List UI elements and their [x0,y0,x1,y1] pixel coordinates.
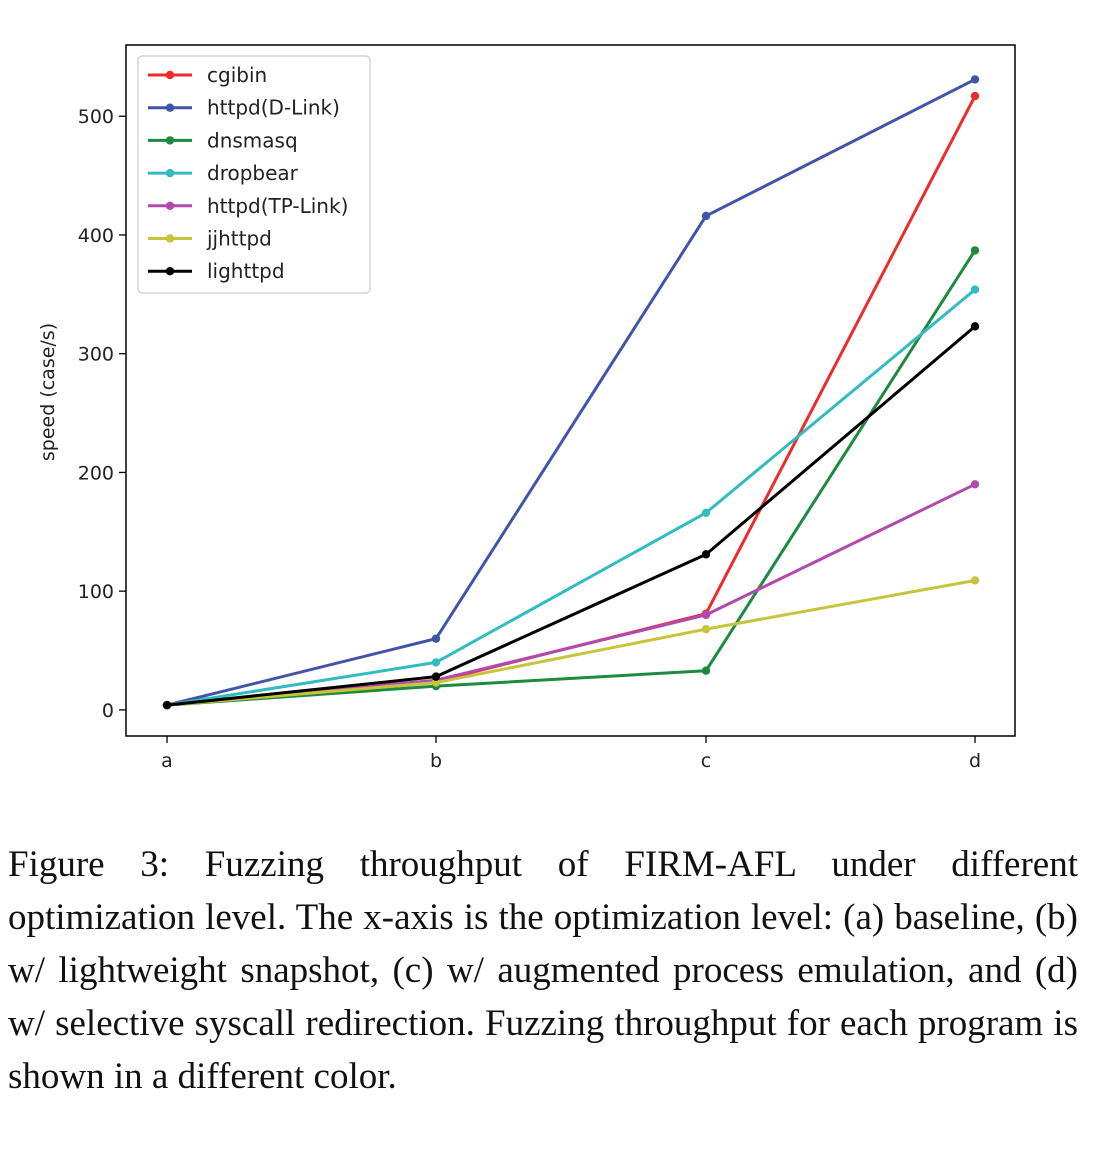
data-point [701,508,711,517]
data-point [431,672,441,681]
legend-label: lighttpd [207,259,285,283]
legend-label: cgibin [207,63,267,87]
series-line [166,578,976,707]
legend-entry: dnsmasq [148,128,298,152]
y-axis: 0 100 200 300 400 500 [78,106,126,722]
legend-entry: cgibin [148,63,267,87]
series-layer [162,75,980,710]
legend-swatch-marker [165,70,175,80]
data-point [431,634,441,643]
data-point [970,480,980,489]
y-axis-label: speed (case/s) [37,323,59,461]
y-tick-label: 0 [102,700,114,722]
data-point [162,700,172,710]
data-point [701,624,711,634]
legend-swatch-marker [165,168,175,178]
legend: cgibin httpd(D-Link) dnsmasq dropbear httpd(… [137,55,371,294]
data-point [431,678,441,687]
data-point [431,658,441,667]
legend-label: dnsmasq [207,128,298,152]
legend-entry: dropbear [148,161,299,185]
x-axis: a b c d [161,736,981,772]
data-point [970,285,980,294]
series-line [166,325,976,707]
data-point [970,75,980,84]
caption-rest: -AFL under different optimization level.… [8,844,1078,1097]
y-tick-label: 300 [78,344,114,366]
data-point [970,91,980,101]
legend-entry: lighttpd [148,259,285,283]
legend-frame [137,55,371,294]
y-tick-label: 500 [78,106,114,128]
x-tick-label: c [701,750,711,772]
legend-label: httpd(D-Link) [207,96,340,120]
legend-swatch-marker [165,234,175,243]
legend-label: jjhttpd [206,227,272,251]
legend-swatch-marker [165,136,175,145]
data-point [701,666,711,675]
legend-swatch-marker [165,267,175,276]
y-tick-label: 400 [78,225,114,247]
data-point [701,610,711,620]
figure-caption: Figure 3: Fuzzing throughput of FIRM-AFL… [8,838,1078,1103]
legend-entry: httpd(TP-Link) [148,194,348,218]
data-point [970,246,980,255]
caption-name-f: F [624,844,645,885]
series-line [166,78,976,707]
legend-label: httpd(TP-Link) [207,194,348,218]
x-tick-label: a [161,750,173,772]
y-tick-label: 200 [78,462,114,484]
legend-swatch-marker [165,103,175,112]
data-point [970,322,980,331]
series-line [166,288,976,707]
caption-prefix: Figure 3: Fuzzing throughput of [8,844,625,885]
legend-swatch-marker [165,201,175,210]
data-point [701,211,711,221]
series-jjhttpd [162,576,980,710]
series-line [166,249,977,707]
data-point [701,550,711,559]
series-lighttpd [162,322,980,710]
y-tick-label: 100 [78,581,114,603]
legend-entry: jjhttpd [148,227,272,251]
x-tick-label: d [969,750,981,772]
legend-label: dropbear [207,161,299,185]
chart: 0 100 200 300 400 500 a b c d speed (case/s) cgi… [37,44,1016,772]
caption-name-irm: IRM [644,844,715,885]
data-point [970,576,980,585]
legend-entry: httpd(D-Link) [148,96,340,120]
x-tick-label: b [430,750,442,772]
